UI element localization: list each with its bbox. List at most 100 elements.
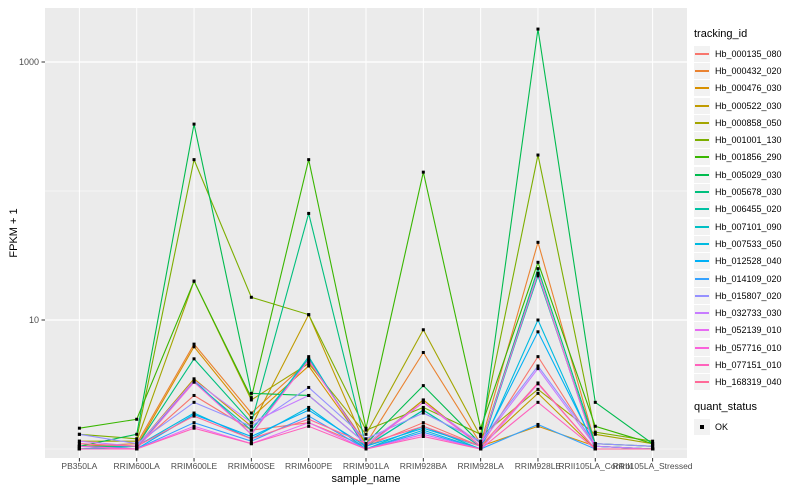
data-point <box>536 381 540 385</box>
series-color-line-icon <box>695 329 709 332</box>
legend-item-label: Hb_006455_020 <box>715 204 782 215</box>
data-point <box>421 408 425 412</box>
data-point <box>192 378 196 382</box>
data-point <box>593 430 597 434</box>
data-point <box>249 424 253 428</box>
legend-item-Hb_000135_080: Hb_000135_080 <box>694 45 798 62</box>
legend-item-label: Hb_000476_030 <box>715 83 782 94</box>
data-point <box>593 447 597 451</box>
data-point <box>479 444 483 448</box>
legend-key <box>694 149 710 166</box>
data-point <box>249 295 253 299</box>
data-point <box>593 424 597 428</box>
x-tick-label: RRII105LA_Stressed <box>613 461 693 471</box>
data-point <box>536 424 540 428</box>
data-point <box>536 27 540 31</box>
series-color-line-icon <box>695 173 709 176</box>
series-color-line-icon <box>695 277 709 280</box>
legend-item-label: Hb_007533_050 <box>715 238 782 249</box>
square-point-icon <box>700 424 704 429</box>
data-point <box>421 434 425 438</box>
data-point <box>421 430 425 434</box>
data-point <box>364 437 368 441</box>
y-tick-label: 1000 <box>19 57 39 67</box>
legend-key <box>694 356 710 373</box>
legend-section-quant-status: quant_status OK <box>694 401 798 435</box>
legend-key <box>694 184 710 201</box>
legend-tracking-rows: Hb_000135_080 Hb_000432_020 Hb_000476_030 H… <box>694 45 798 391</box>
data-point <box>307 424 311 428</box>
data-point <box>364 447 368 451</box>
legend-item-label: Hb_001856_290 <box>715 152 782 163</box>
data-point <box>307 364 311 368</box>
data-point <box>536 271 540 275</box>
series-color-line-icon <box>695 156 709 159</box>
data-point <box>307 358 311 362</box>
data-point <box>249 421 253 425</box>
series-color-line-icon <box>695 104 709 107</box>
series-color-line-icon <box>695 381 709 384</box>
legend-item-Hb_000858_050: Hb_000858_050 <box>694 114 798 131</box>
x-tick-label: RRIM600SE <box>228 461 276 471</box>
legend-item-label: OK <box>715 421 729 432</box>
data-point <box>421 405 425 409</box>
data-point <box>249 411 253 415</box>
data-point <box>307 393 311 397</box>
legend-item-Hb_015807_020: Hb_015807_020 <box>694 287 798 304</box>
legend-item-Hb_007101_090: Hb_007101_090 <box>694 218 798 235</box>
data-point <box>192 426 196 430</box>
data-point <box>421 400 425 404</box>
data-point <box>421 398 425 402</box>
data-point <box>593 400 597 404</box>
legend-key <box>694 339 710 356</box>
data-point <box>249 434 253 438</box>
data-point <box>479 439 483 443</box>
legend-key <box>694 287 710 304</box>
y-axis-title: FPKM + 1 <box>8 208 20 258</box>
data-point <box>249 432 253 436</box>
data-point <box>307 408 311 412</box>
data-point <box>307 414 311 418</box>
series-color-line-icon <box>695 191 709 194</box>
x-tick-label: RRIM600LE <box>171 461 218 471</box>
legend-key <box>694 218 710 235</box>
legend-item-Hb_001001_130: Hb_001001_130 <box>694 131 798 149</box>
data-point <box>479 447 483 451</box>
data-point <box>421 411 425 415</box>
data-point <box>421 432 425 436</box>
legend-item-label: Hb_168319_040 <box>715 377 782 388</box>
legend-item-Hb_000522_030: Hb_000522_030 <box>694 97 798 114</box>
data-point <box>536 330 540 334</box>
data-point <box>249 428 253 432</box>
data-point <box>479 426 483 430</box>
x-tick-label: RRIM600LA <box>114 461 161 471</box>
data-point <box>536 260 540 264</box>
data-point <box>249 391 253 395</box>
x-tick-label: RRIM901LA <box>343 461 390 471</box>
series-color-line-icon <box>695 225 709 228</box>
data-point <box>364 442 368 446</box>
data-point <box>77 444 81 448</box>
data-point <box>421 426 425 430</box>
data-point <box>593 444 597 448</box>
legend-item-label: Hb_000522_030 <box>715 100 782 111</box>
data-point <box>536 355 540 359</box>
legend-item-label: Hb_000135_080 <box>715 48 782 59</box>
data-point <box>249 442 253 446</box>
legend-key <box>694 305 710 322</box>
data-point <box>536 387 540 391</box>
data-point <box>135 439 139 443</box>
data-point <box>307 158 311 162</box>
data-point <box>364 426 368 430</box>
legend-key <box>694 235 710 252</box>
legend-item-label: Hb_007101_090 <box>715 221 782 232</box>
data-point <box>651 444 655 448</box>
data-point <box>307 405 311 409</box>
data-point <box>135 444 139 448</box>
data-point <box>77 439 81 443</box>
data-point <box>135 432 139 436</box>
data-point <box>192 342 196 346</box>
legend-item-ok: OK <box>694 418 798 435</box>
legend-item-label: Hb_014109_020 <box>715 273 782 284</box>
